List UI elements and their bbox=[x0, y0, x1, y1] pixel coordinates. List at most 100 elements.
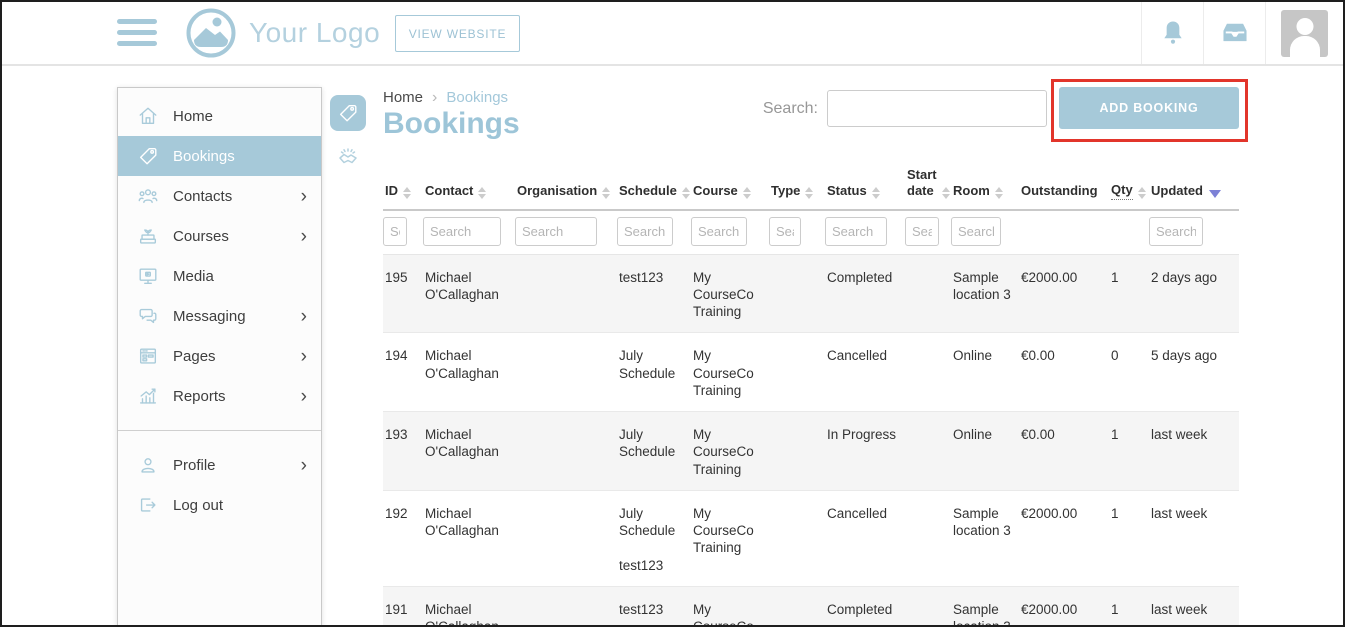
search-label: Search: bbox=[762, 99, 818, 117]
sort-arrows-icon[interactable] bbox=[602, 186, 611, 199]
sort-arrows-icon[interactable] bbox=[478, 186, 487, 199]
sidebar-item-contacts[interactable]: Contacts › bbox=[118, 176, 321, 216]
sidebar-divider bbox=[118, 430, 321, 431]
filter-cell-id bbox=[383, 209, 423, 255]
cell-outstanding: €0.00 bbox=[1019, 411, 1109, 491]
sidebar-item-label: Messaging bbox=[173, 307, 246, 325]
quickbar-tag-button[interactable] bbox=[330, 95, 366, 131]
sidebar-item-label: Bookings bbox=[173, 147, 235, 165]
table-row[interactable]: 193 Michael O'Callaghan July Schedule My Co… bbox=[383, 411, 1239, 491]
sidebar-item-courses[interactable]: Courses › bbox=[118, 216, 321, 256]
sidebar-item-label: Log out bbox=[173, 496, 224, 514]
contacts-icon bbox=[136, 184, 160, 208]
tag-icon bbox=[337, 102, 359, 124]
cell-room: Sample location 3 bbox=[951, 490, 1019, 587]
breadcrumb-home[interactable]: Home bbox=[383, 89, 424, 106]
column-header-type[interactable]: Type bbox=[769, 161, 825, 211]
table-row[interactable]: 191 Michael O'Callaghan test123 My CourseCo… bbox=[383, 586, 1239, 625]
column-header-updated[interactable]: Updated bbox=[1149, 161, 1239, 211]
column-header-qty[interactable]: Qty bbox=[1109, 161, 1149, 211]
filter-cell-updated bbox=[1149, 209, 1239, 255]
add-booking-button[interactable]: ADD BOOKING bbox=[1059, 87, 1239, 129]
sidebar-item-label: Media bbox=[173, 267, 214, 285]
cell-qty: 1 bbox=[1109, 586, 1149, 625]
cell-type bbox=[769, 586, 825, 625]
sidebar-item-profile[interactable]: Profile › bbox=[118, 445, 321, 485]
table-row[interactable]: 194 Michael O'Callaghan July Schedule My Co… bbox=[383, 332, 1239, 413]
cell-qty: 1 bbox=[1109, 254, 1149, 334]
column-header-schedule[interactable]: Schedule bbox=[617, 161, 691, 211]
cell-id: 195 bbox=[383, 254, 423, 334]
sort-arrows-icon[interactable] bbox=[681, 186, 690, 199]
cell-updated: 2 days ago bbox=[1149, 254, 1239, 334]
filter-input-room[interactable] bbox=[951, 216, 1001, 246]
sidebar-item-log-out[interactable]: Log out bbox=[118, 485, 321, 525]
filter-input-organisation[interactable] bbox=[515, 216, 597, 246]
cell-course: My CourseCo Training bbox=[691, 254, 769, 334]
sort-desc-active-icon[interactable] bbox=[1209, 189, 1221, 198]
filter-input-id[interactable] bbox=[383, 216, 407, 246]
logo-text: Your Logo bbox=[249, 17, 381, 48]
filter-cell-type bbox=[769, 209, 825, 255]
column-label: Organisation bbox=[517, 183, 598, 199]
sidebar-item-messaging[interactable]: Messaging › bbox=[118, 296, 321, 336]
filter-cell-schedule bbox=[617, 209, 691, 255]
logo[interactable]: Your Logo bbox=[185, 7, 380, 59]
column-header-room[interactable]: Room bbox=[951, 161, 1019, 211]
sort-arrows-icon[interactable] bbox=[1137, 186, 1146, 199]
inbox-button[interactable] bbox=[1203, 2, 1265, 64]
cell-status: Cancelled bbox=[825, 490, 905, 587]
cell-schedule: July Schedule test123 bbox=[617, 490, 691, 587]
logo-image-icon bbox=[185, 7, 237, 59]
filter-input-contact[interactable] bbox=[423, 216, 501, 246]
filter-input-updated[interactable] bbox=[1149, 216, 1203, 246]
sort-arrows-icon[interactable] bbox=[994, 186, 1003, 199]
quickbar-handshake-button[interactable] bbox=[330, 145, 366, 169]
sort-arrows-icon[interactable] bbox=[871, 186, 880, 199]
view-website-button[interactable]: VIEW WEBSITE bbox=[395, 15, 520, 52]
sort-arrows-icon[interactable] bbox=[941, 186, 950, 199]
sidebar-item-media[interactable]: Media bbox=[118, 256, 321, 296]
filter-input-status[interactable] bbox=[825, 216, 887, 246]
column-label: Schedule bbox=[619, 183, 677, 199]
column-label: ID bbox=[385, 183, 398, 199]
sidebar-item-home[interactable]: Home bbox=[118, 96, 321, 136]
column-header-start-date[interactable]: Start date bbox=[905, 161, 951, 211]
cell-status: Completed bbox=[825, 586, 905, 625]
sidebar-item-reports[interactable]: Reports › bbox=[118, 376, 321, 416]
column-header-organisation[interactable]: Organisation bbox=[515, 161, 617, 211]
filter-input-type[interactable] bbox=[769, 216, 801, 246]
sidebar-item-label: Reports bbox=[173, 387, 226, 405]
search-input[interactable] bbox=[827, 90, 1047, 127]
sidebar-item-pages[interactable]: Pages › bbox=[118, 336, 321, 376]
column-label: Start date bbox=[907, 167, 937, 199]
filter-cell-contact bbox=[423, 209, 515, 255]
bell-icon bbox=[1159, 18, 1187, 48]
column-header-course[interactable]: Course bbox=[691, 161, 769, 211]
column-label: Type bbox=[771, 183, 801, 199]
cell-contact: Michael O'Callaghan bbox=[423, 490, 515, 587]
column-header-status[interactable]: Status bbox=[825, 161, 905, 211]
cell-qty: 1 bbox=[1109, 490, 1149, 587]
user-menu[interactable] bbox=[1265, 2, 1343, 64]
menu-icon[interactable] bbox=[117, 19, 157, 47]
cell-updated: last week bbox=[1149, 411, 1239, 491]
sidebar-item-label: Contacts bbox=[173, 187, 233, 205]
table-row[interactable]: 195 Michael O'Callaghan test123 My CourseCo… bbox=[383, 254, 1239, 334]
chevron-right-icon: › bbox=[300, 225, 307, 247]
column-header-id[interactable]: ID bbox=[383, 161, 423, 211]
cell-organisation bbox=[515, 586, 617, 625]
filter-input-start-date[interactable] bbox=[905, 216, 939, 246]
column-header-contact[interactable]: Contact bbox=[423, 161, 515, 211]
table-row[interactable]: 192 Michael O'Callaghan July Schedule test… bbox=[383, 490, 1239, 587]
top-bar-actions bbox=[1141, 2, 1343, 64]
sort-arrows-icon[interactable] bbox=[403, 186, 411, 199]
sidebar-item-bookings[interactable]: Bookings bbox=[118, 136, 321, 176]
filter-input-course[interactable] bbox=[691, 216, 747, 246]
cell-status: In Progress bbox=[825, 411, 905, 491]
sort-arrows-icon[interactable] bbox=[742, 186, 751, 199]
notifications-button[interactable] bbox=[1141, 2, 1203, 64]
sort-arrows-icon[interactable] bbox=[805, 186, 814, 199]
cell-schedule: test123 bbox=[617, 254, 691, 334]
filter-input-schedule[interactable] bbox=[617, 216, 673, 246]
